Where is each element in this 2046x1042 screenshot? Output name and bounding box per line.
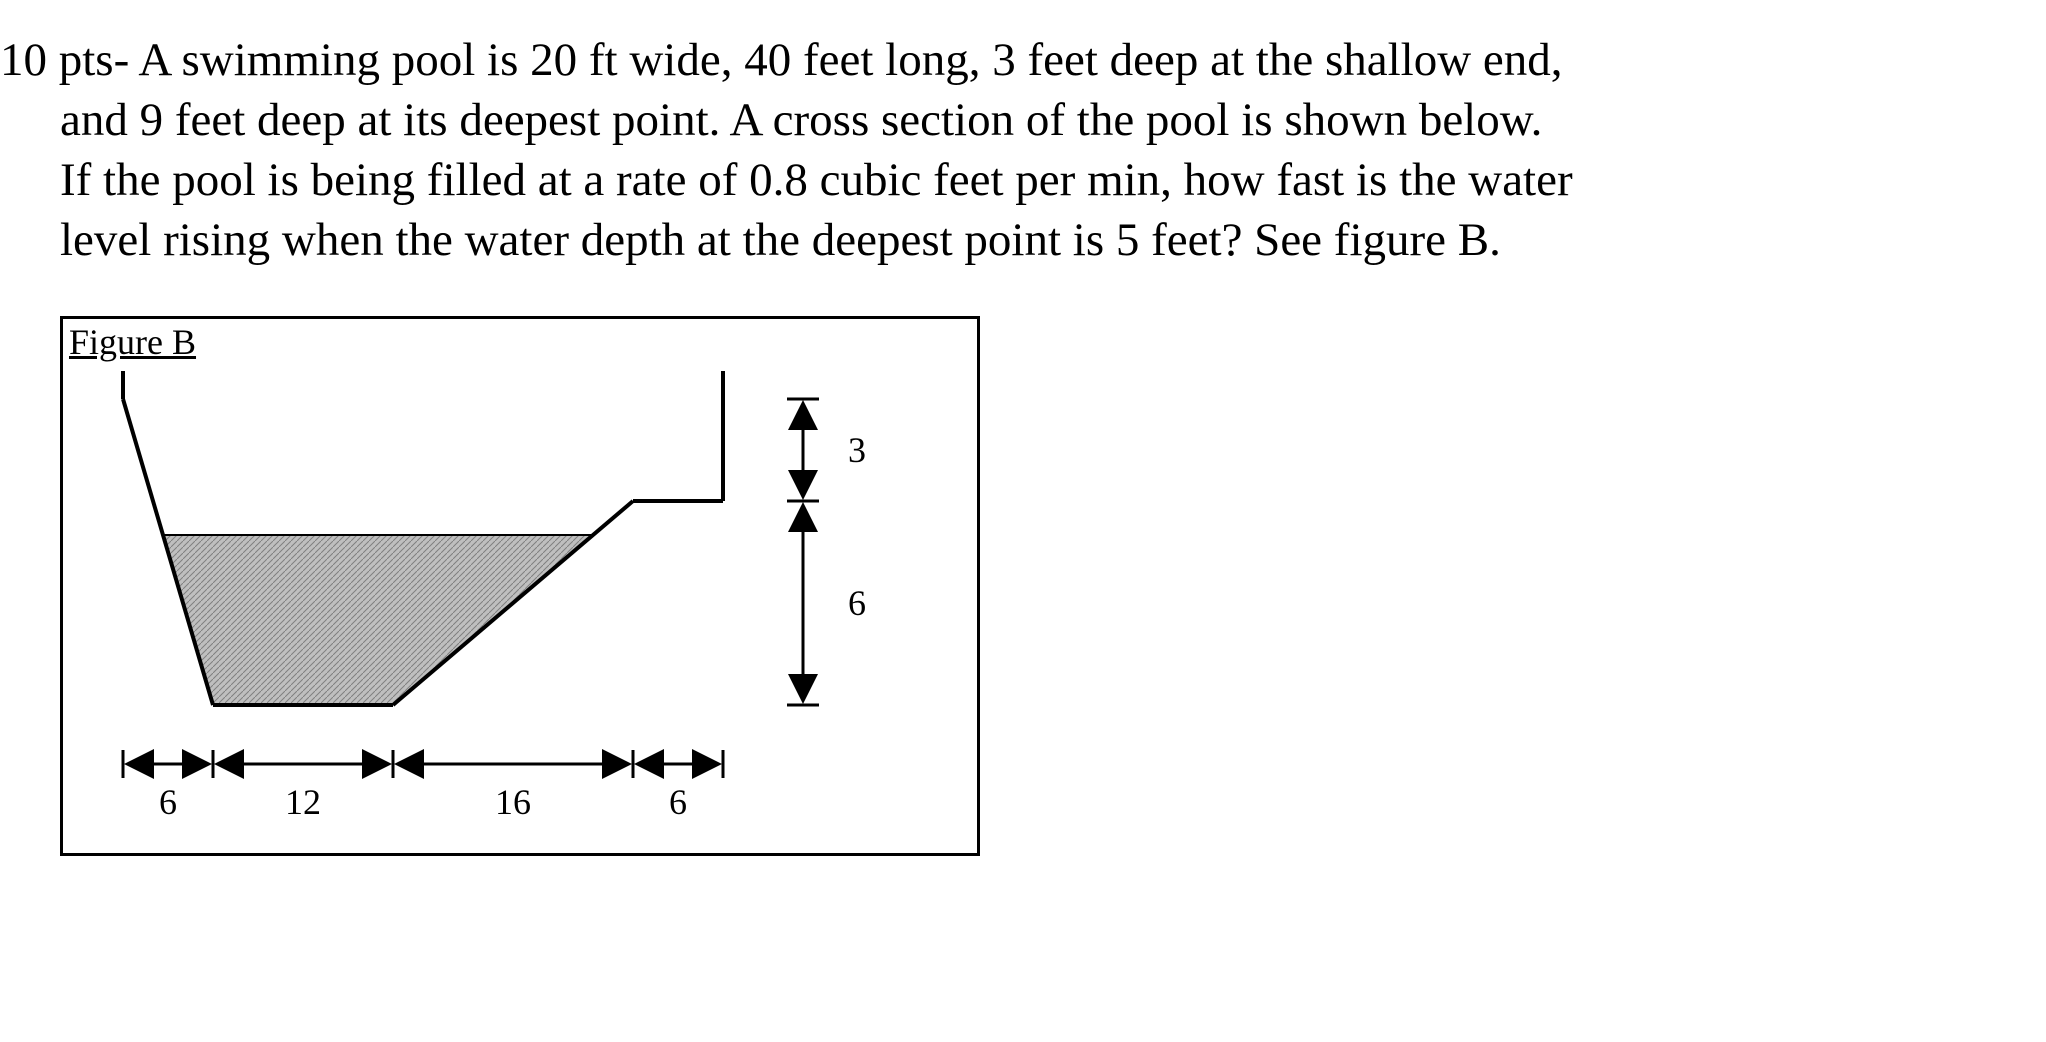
- right-dim-label: 3: [848, 430, 866, 470]
- bottom-dim-label: 16: [495, 782, 531, 822]
- figure-wrap: Figure B 61216636: [60, 316, 2006, 856]
- bottom-dim-label: 6: [669, 782, 687, 822]
- bottom-dim-label: 6: [159, 782, 177, 822]
- problem-line-4: level rising when the water depth at the…: [0, 210, 2006, 270]
- water-region: [163, 535, 593, 705]
- page: 10 pts- A swimming pool is 20 ft wide, 4…: [0, 0, 2046, 1042]
- right-dim-label: 6: [848, 583, 866, 623]
- problem-line-3: If the pool is being filled at a rate of…: [0, 150, 2006, 210]
- problem-statement: 10 pts- A swimming pool is 20 ft wide, 4…: [0, 30, 2006, 271]
- problem-text-line1: A swimming pool is 20 ft wide, 40 feet l…: [138, 34, 1562, 86]
- problem-line-1: 10 pts- A swimming pool is 20 ft wide, 4…: [0, 30, 2006, 90]
- points-prefix: 10 pts-: [0, 34, 138, 86]
- pool-cross-section-svg: 6 12 16 6 3 6: [63, 319, 977, 853]
- figure-b-box: Figure B 61216636: [60, 316, 980, 856]
- bottom-dim-label: 12: [285, 782, 321, 822]
- problem-line-2: and 9 feet deep at its deepest point. A …: [0, 90, 2006, 150]
